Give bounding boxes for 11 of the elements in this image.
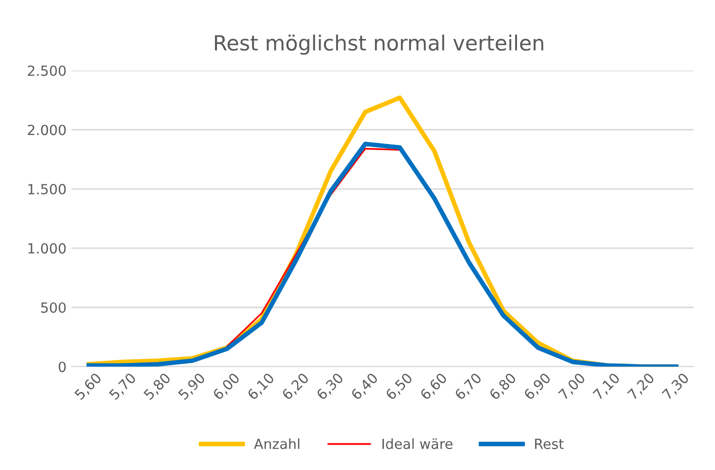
line-series <box>86 142 678 367</box>
y-tick-label: 1.500 <box>28 184 66 194</box>
y-tick-label: 1.000 <box>28 243 66 254</box>
legend-label: Anzahl <box>254 438 300 450</box>
y-tick-label: 0 <box>58 362 66 372</box>
legend-label: Rest <box>535 438 564 450</box>
chart-title: Rest möglichst normal verteilen <box>214 34 544 55</box>
y-tick-label: 2.000 <box>28 124 66 136</box>
y-tick-label: 2.500 <box>28 65 66 76</box>
y-tick-label: 500 <box>41 302 66 313</box>
legend-label: Ideal wäre <box>382 438 452 450</box>
